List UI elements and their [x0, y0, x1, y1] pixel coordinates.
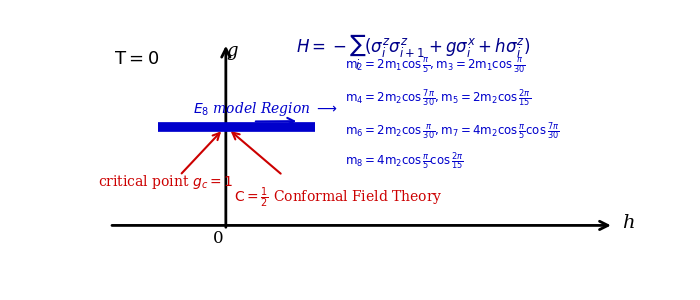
Text: critical point $g_c = 1$: critical point $g_c = 1$: [98, 172, 234, 190]
Text: $\mathrm{C} = \frac{1}{2}$ Conformal Field Theory: $\mathrm{C} = \frac{1}{2}$ Conformal Fie…: [234, 185, 442, 210]
Text: 0: 0: [212, 230, 223, 247]
Text: $\mathrm{m}_8 = 4\mathrm{m}_2\cos\frac{\pi}{5}\cos\frac{2\pi}{15}$: $\mathrm{m}_8 = 4\mathrm{m}_2\cos\frac{\…: [345, 150, 464, 172]
Text: $\mathrm{T=0}$: $\mathrm{T=0}$: [113, 50, 159, 68]
Text: $E_8$ model Region $\longrightarrow$: $E_8$ model Region $\longrightarrow$: [193, 100, 338, 118]
Text: $\mathrm{m}_2 = 2\mathrm{m}_1\cos\frac{\pi}{5},\mathrm{m}_3 = 2\mathrm{m}_1\cos\: $\mathrm{m}_2 = 2\mathrm{m}_1\cos\frac{\…: [345, 56, 526, 76]
Text: $\mathrm{m}_4 = 2\mathrm{m}_2\cos\frac{7\pi}{30},\mathrm{m}_5 = 2\mathrm{m}_2\co: $\mathrm{m}_4 = 2\mathrm{m}_2\cos\frac{7…: [345, 88, 531, 109]
Text: h: h: [622, 214, 634, 232]
Text: g: g: [227, 42, 238, 60]
Text: $H = -\sum_i(\sigma_i^z\sigma_{i+1}^z + g\sigma_i^x + h\sigma_i^z)$: $H = -\sum_i(\sigma_i^z\sigma_{i+1}^z + …: [295, 32, 531, 72]
Text: $\mathrm{m}_6 = 2\mathrm{m}_2\cos\frac{\pi}{30},\mathrm{m}_7 = 4\mathrm{m}_2\cos: $\mathrm{m}_6 = 2\mathrm{m}_2\cos\frac{\…: [345, 120, 560, 142]
